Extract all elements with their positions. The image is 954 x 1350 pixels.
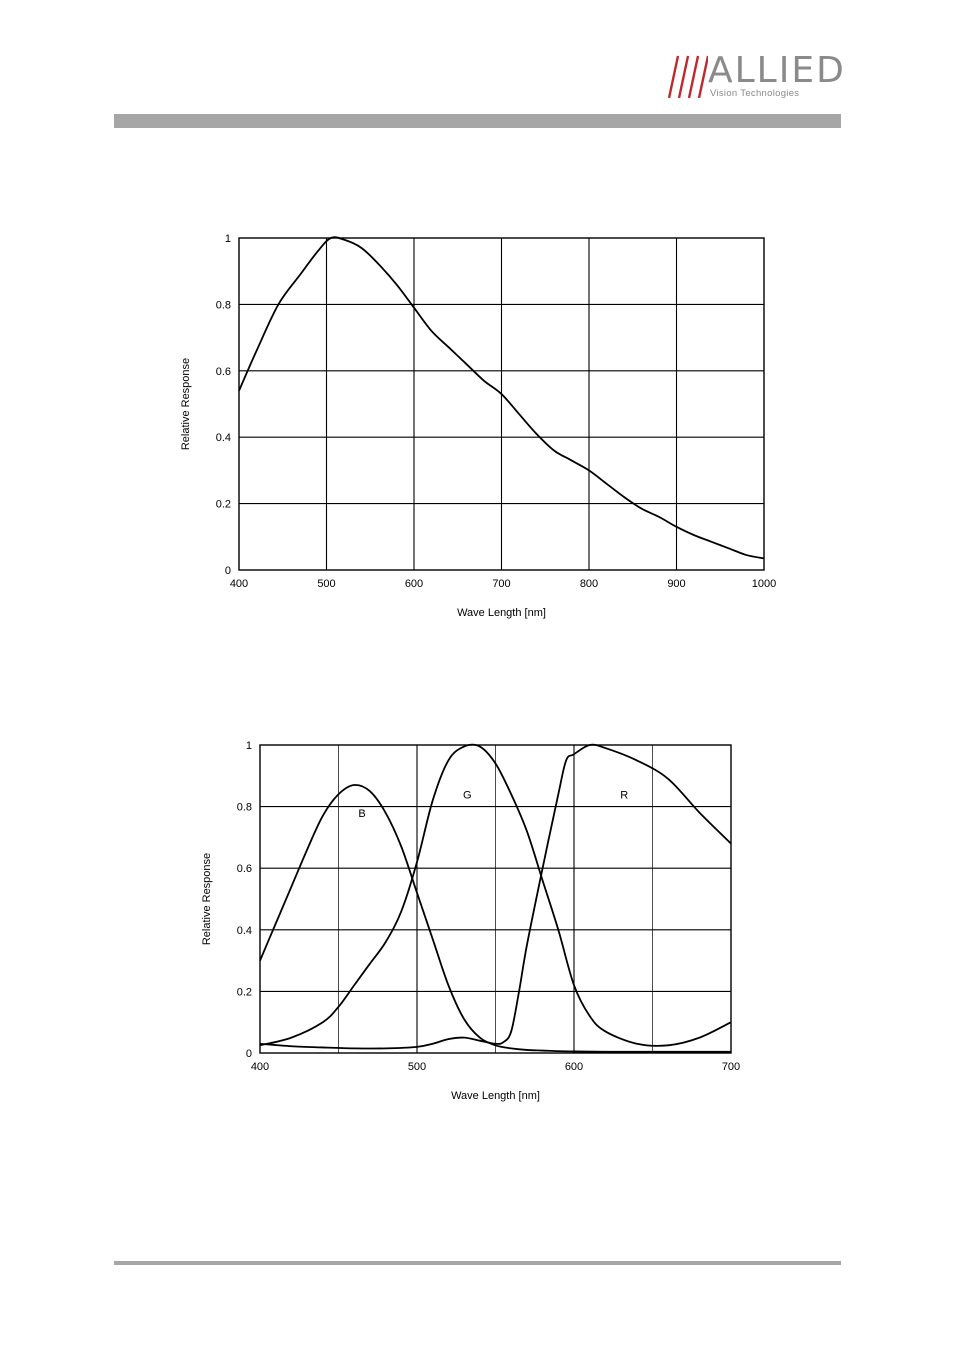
series-label-g: G <box>463 789 472 801</box>
y-tick-label: 0.8 <box>237 802 252 814</box>
y-tick-label: 0.4 <box>237 925 252 937</box>
plot-frame <box>259 744 732 1054</box>
y-tick-label: 0.4 <box>216 432 231 444</box>
x-tick-label: 400 <box>230 578 248 590</box>
x-tick-label: 500 <box>408 1061 426 1073</box>
series-line-r <box>259 743 732 1050</box>
y-tick-label: 0.6 <box>216 366 231 378</box>
x-axis-label: Wave Length [nm] <box>457 607 546 619</box>
x-tick-label: 1000 <box>752 578 776 590</box>
y-axis-label: Relative Response <box>180 358 192 450</box>
y-tick-label: 1 <box>225 233 231 245</box>
y-tick-label: 0.8 <box>216 299 231 311</box>
y-tick-label: 0 <box>225 565 231 577</box>
y-tick-label: 0.6 <box>237 863 252 875</box>
y-axis-label: Relative Response <box>201 853 213 945</box>
x-tick-label: 800 <box>580 578 598 590</box>
color-response-chart: 400 500 600 700 0 0.2 0.4 0.6 0.8 1 Wave Length [n… <box>201 740 740 1102</box>
x-tick-label: 600 <box>405 578 423 590</box>
series-line <box>238 236 765 560</box>
x-axis-label: Wave Length [nm] <box>451 1090 540 1102</box>
footer-divider <box>114 1261 841 1265</box>
series-label-b: B <box>358 808 365 820</box>
x-tick-label: 600 <box>565 1061 583 1073</box>
y-tick-label: 0.2 <box>216 499 231 511</box>
plot-frame <box>238 237 765 571</box>
x-tick-label: 900 <box>667 578 685 590</box>
y-tick-label: 0 <box>246 1048 252 1060</box>
series-line-b <box>259 784 731 1053</box>
header-divider <box>114 114 841 128</box>
x-tick-label: 700 <box>722 1061 740 1073</box>
monochrome-response-chart: 400 500 600 700 800 900 1000 0 0.2 0.4 0.6 0.8 1 Wave… <box>180 233 776 619</box>
logo-tagline: Vision Technologies <box>710 88 800 99</box>
series-label-r: R <box>620 789 628 801</box>
x-tick-label: 700 <box>492 578 510 590</box>
x-tick-label: 400 <box>251 1061 269 1073</box>
logo-slashes-icon <box>668 55 708 98</box>
company-logo: ALLIED Vision Technologies <box>668 52 848 102</box>
series-line-g <box>259 743 732 1047</box>
x-tick-label: 500 <box>317 578 335 590</box>
y-tick-label: 1 <box>246 740 252 752</box>
y-tick-label: 0.2 <box>237 986 252 998</box>
logo-wordmark: ALLIED <box>708 50 846 91</box>
